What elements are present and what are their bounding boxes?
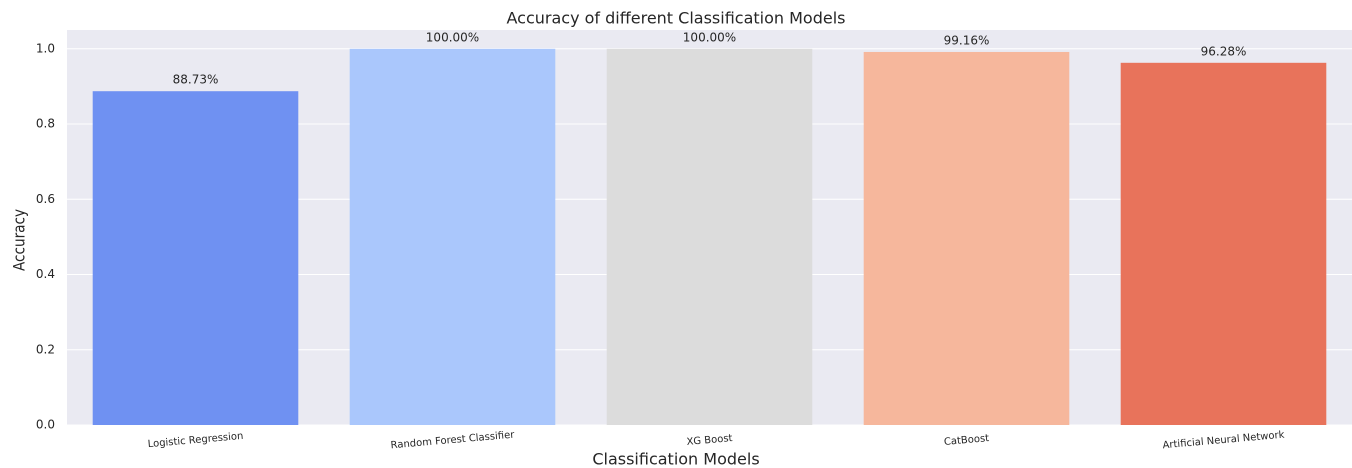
data-label: 96.28% <box>1201 44 1247 58</box>
x-tick-label: Artificial Neural Network <box>1162 430 1285 452</box>
y-tick-label: 0.2 <box>36 342 55 356</box>
x-tick-label: XG Boost <box>686 433 733 448</box>
y-axis-label: Accuracy <box>10 209 28 271</box>
x-tick-label: CatBoost <box>944 433 990 448</box>
bar <box>863 51 1070 426</box>
y-tick-label: 1.0 <box>36 41 55 55</box>
x-tick-label: Random Forest Classifier <box>390 430 515 452</box>
y-tick-label: 0.0 <box>36 418 55 432</box>
x-tick-label: Logistic Regression <box>147 431 244 450</box>
bar <box>606 48 813 426</box>
x-axis-label: Classification Models <box>592 450 759 468</box>
y-tick-label: 0.8 <box>36 117 55 131</box>
data-label: 100.00% <box>683 30 736 44</box>
bar <box>1120 62 1327 426</box>
data-label: 99.16% <box>944 33 990 47</box>
bar <box>92 91 299 426</box>
bar <box>349 48 556 426</box>
y-tick-label: 0.4 <box>36 267 55 281</box>
chart-title: Accuracy of different Classification Mod… <box>506 9 845 28</box>
data-label: 100.00% <box>426 30 479 44</box>
data-label: 88.73% <box>173 73 219 87</box>
y-tick-label: 0.6 <box>36 192 55 206</box>
